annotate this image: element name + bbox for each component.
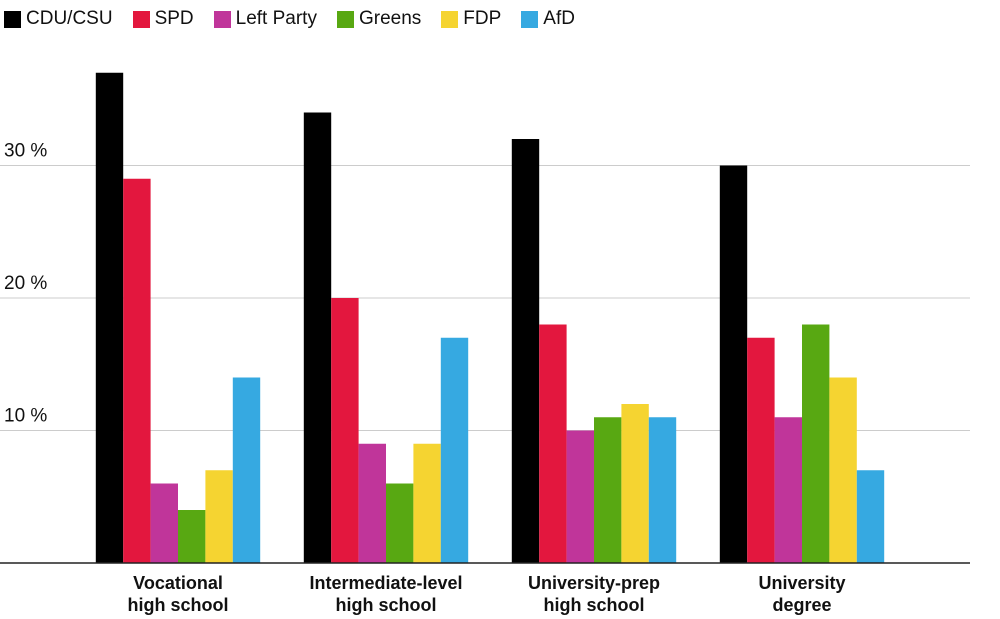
- legend-swatch: [521, 10, 539, 28]
- bar: [440, 337, 469, 563]
- legend-label: Greens: [358, 8, 422, 29]
- legend-item: Greens: [336, 8, 422, 30]
- bar: [358, 443, 386, 563]
- bar: [205, 470, 233, 563]
- bar: [566, 430, 594, 563]
- bar: [123, 178, 151, 563]
- bar: [829, 377, 857, 563]
- bar: [303, 112, 332, 563]
- x-tick-label: University degree: [758, 573, 846, 615]
- bar: [232, 377, 261, 563]
- bar: [802, 324, 830, 563]
- legend: CDU/CSU SPD Left Party Greens FDP AfD: [4, 8, 575, 30]
- bar: [150, 483, 178, 563]
- bar: [95, 72, 124, 563]
- bar: [178, 510, 206, 563]
- y-tick-label: 20 %: [4, 273, 47, 294]
- y-tick-label: 30 %: [4, 141, 47, 162]
- bar: [413, 443, 441, 563]
- legend-label: AfD: [543, 8, 575, 29]
- legend-label: Left Party: [235, 8, 317, 29]
- legend-item: FDP: [441, 8, 501, 30]
- bar: [856, 470, 885, 563]
- legend-label: SPD: [154, 8, 194, 29]
- bar: [774, 417, 802, 563]
- bar: [621, 404, 649, 563]
- legend-swatch: [213, 10, 231, 28]
- legend-label: CDU/CSU: [26, 8, 113, 29]
- y-tick-label: 10 %: [4, 406, 47, 427]
- legend-item: CDU/CSU: [4, 8, 113, 30]
- bar: [594, 417, 622, 563]
- x-tick-label: Vocational high school: [127, 573, 229, 615]
- legend-item: SPD: [132, 8, 194, 30]
- bar: [331, 298, 359, 563]
- legend-swatch: [336, 10, 354, 28]
- bar: [386, 483, 414, 563]
- x-tick-label: University-prep high school: [527, 573, 661, 615]
- legend-item: AfD: [521, 8, 575, 30]
- bar: [719, 165, 748, 563]
- bar: [539, 324, 567, 563]
- bar: [511, 139, 540, 563]
- legend-swatch: [441, 10, 459, 28]
- legend-label: FDP: [463, 8, 502, 29]
- bar: [747, 337, 775, 563]
- legend-item: Left Party: [213, 8, 317, 30]
- bar: [648, 417, 677, 563]
- x-tick-label: Intermediate-level high school: [309, 573, 463, 615]
- legend-swatch: [132, 10, 150, 28]
- legend-swatch: [4, 10, 21, 28]
